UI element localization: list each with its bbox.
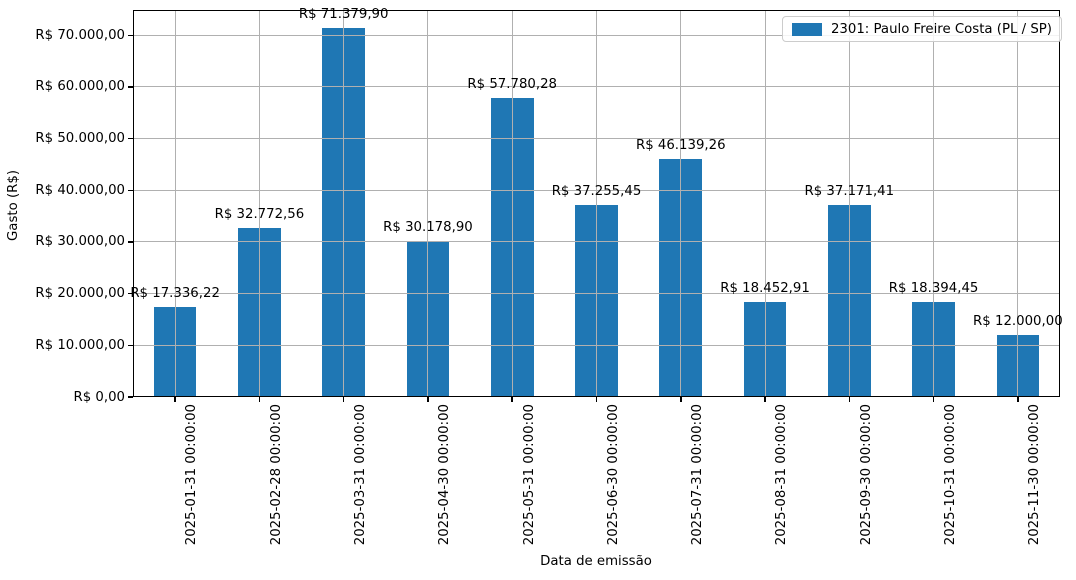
y-tick-label: R$ 10.000,00 [35, 337, 125, 353]
bar-value-label: R$ 32.772,56 [214, 206, 305, 222]
x-tick-mark [595, 397, 598, 402]
bar-value-label: R$ 37.171,41 [804, 183, 895, 199]
y-tick-label: R$ 30.000,00 [35, 234, 125, 250]
y-tick-label: R$ 0,00 [73, 389, 125, 405]
grid-line-vertical [680, 10, 682, 397]
y-tick-label: R$ 60.000,00 [35, 79, 125, 95]
y-tick-mark [128, 241, 133, 243]
grid-line-vertical [764, 10, 766, 397]
x-tick-mark [174, 397, 176, 402]
x-tick-label: 2025-08-31 00:00:00 [774, 404, 790, 546]
y-tick-mark [128, 137, 133, 140]
legend-label: 2301: Paulo Freire Costa (PL / SP) [830, 21, 1052, 37]
x-tick-label: 2025-10-31 00:00:00 [943, 404, 959, 546]
x-tick-mark [1017, 397, 1019, 402]
legend: 2301: Paulo Freire Costa (PL / SP) [781, 16, 1062, 42]
x-tick-mark [258, 397, 261, 402]
grid-line-vertical [427, 10, 429, 397]
grid-line-vertical [174, 10, 176, 397]
y-tick-label: R$ 20.000,00 [35, 286, 125, 302]
bar-value-label: R$ 71.379,90 [298, 7, 389, 23]
x-tick-mark [932, 397, 935, 402]
x-tick-mark [680, 397, 682, 402]
grid-line-vertical [596, 10, 597, 397]
x-tick-label: 2025-05-31 00:00:00 [521, 404, 537, 546]
y-tick-label: R$ 40.000,00 [35, 182, 125, 198]
x-tick-label: 2025-11-30 00:00:00 [1027, 404, 1043, 546]
y-tick-mark [128, 292, 133, 295]
bar-value-label: R$ 18.452,91 [720, 280, 810, 296]
x-tick-mark [342, 397, 345, 402]
y-tick-mark [128, 86, 133, 88]
legend-swatch [791, 22, 822, 36]
grid-line-vertical [511, 10, 513, 397]
y-axis-title: Gasto (R$) [6, 169, 21, 241]
bar-value-label: R$ 37.255,45 [551, 183, 642, 199]
x-tick-label: 2025-07-31 00:00:00 [690, 404, 706, 546]
grid-line-vertical [343, 10, 345, 397]
x-tick-label: 2025-02-28 00:00:00 [268, 404, 284, 546]
grid-line-vertical [933, 10, 935, 397]
bar-value-label: R$ 12.000,00 [973, 313, 1063, 329]
grid-line-vertical [848, 10, 850, 397]
y-tick-mark [128, 396, 133, 398]
y-tick-label: R$ 70.000,00 [35, 27, 125, 43]
bar-value-label: R$ 18.394,45 [888, 280, 979, 296]
x-tick-mark [511, 397, 513, 402]
x-tick-label: 2025-04-30 00:00:00 [437, 404, 453, 546]
grid-line-vertical [1017, 10, 1019, 397]
x-tick-mark [427, 397, 429, 402]
x-axis-title: Data de emissão [540, 554, 652, 569]
x-tick-label: 2025-03-31 00:00:00 [353, 404, 369, 546]
bar-value-label: R$ 57.780,28 [467, 77, 558, 93]
y-tick-mark [128, 34, 133, 37]
y-tick-mark [128, 189, 133, 192]
y-tick-label: R$ 50.000,00 [35, 131, 125, 147]
x-tick-mark [848, 397, 851, 402]
x-tick-label: 2025-01-31 00:00:00 [184, 404, 200, 546]
x-tick-mark [764, 397, 766, 402]
x-tick-label: 2025-09-30 00:00:00 [858, 404, 874, 546]
bar-value-label: R$ 17.336,22 [130, 286, 220, 302]
y-tick-mark [128, 344, 133, 347]
x-tick-label: 2025-06-30 00:00:00 [606, 404, 621, 546]
bar-value-label: R$ 46.139,26 [635, 137, 726, 153]
bar-value-label: R$ 30.178,90 [383, 220, 473, 236]
grid-line-vertical [258, 10, 260, 397]
